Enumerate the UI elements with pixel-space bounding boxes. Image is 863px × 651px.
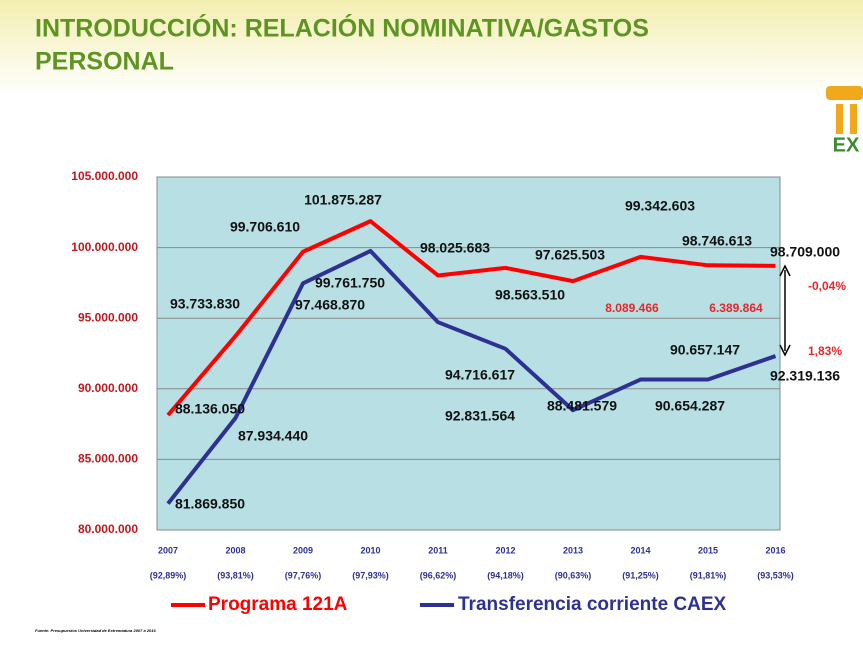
title-line: INTRODUCCIÓN: RELACIÓN NOMINATIVA/GASTOS [35, 13, 649, 43]
logo-shape [836, 104, 843, 134]
arrow-head [779, 344, 791, 357]
x-tick-sublabel: (94,18%) [487, 570, 524, 580]
x-tick-sublabel: (97,93%) [352, 570, 389, 580]
x-tick-label: 2013 [563, 545, 583, 555]
data-label: 92.319.136 [770, 368, 840, 384]
y-tick-label: 100.000.000 [71, 240, 138, 254]
x-tick-label: 2016 [765, 545, 785, 555]
data-label: 98.025.683 [420, 240, 490, 256]
x-tick-sublabel: (92,89%) [150, 570, 187, 580]
data-label: 97.625.503 [535, 247, 605, 263]
legend-label: Transferencia corriente CAEX [458, 594, 727, 615]
plot-area [156, 176, 781, 531]
legend-label: Programa 121A [208, 594, 348, 615]
data-label: 88.481.579 [547, 398, 617, 414]
series-line [166, 219, 776, 417]
data-label: 87.934.440 [238, 428, 308, 444]
annotation: -0,04% [808, 279, 846, 293]
series-line [166, 248, 777, 505]
x-tick-sublabel: (91,25%) [622, 570, 659, 580]
x-tick-sublabel: (97,76%) [285, 570, 322, 580]
data-label: 98.563.510 [495, 287, 565, 303]
annotation: 6.389.864 [709, 301, 763, 315]
y-tick-label: 90.000.000 [78, 381, 138, 395]
data-label: 92.831.564 [445, 408, 515, 424]
annotation: 8.089.466 [605, 301, 659, 315]
x-tick-sublabel: (93,81%) [217, 570, 254, 580]
data-label: 97.468.870 [295, 297, 365, 313]
x-tick-label: 2011 [428, 545, 448, 555]
data-label: 90.657.147 [670, 342, 740, 358]
x-tick-label: 2009 [293, 545, 313, 555]
data-label: 98.709.000 [770, 244, 840, 260]
data-label: 90.654.287 [655, 398, 725, 414]
y-tick-label: 95.000.000 [78, 310, 138, 324]
data-label: 93.733.830 [170, 296, 240, 312]
data-label: 94.716.617 [445, 367, 515, 383]
data-label: 101.875.287 [304, 192, 382, 208]
logo-shape [826, 86, 863, 100]
data-label: 81.869.850 [175, 496, 245, 512]
logo: EX [826, 86, 863, 156]
x-tick-label: 2008 [225, 545, 245, 555]
data-label: 99.706.610 [230, 219, 300, 235]
y-tick-label: 85.000.000 [78, 452, 138, 466]
x-tick-sublabel: (90,63%) [555, 570, 592, 580]
x-tick-label: 2010 [360, 545, 380, 555]
logo-text: EX [833, 134, 860, 156]
data-label: 98.746.613 [682, 233, 752, 249]
x-tick-sublabel: (91,81%) [690, 570, 727, 580]
logo-shape [850, 104, 857, 134]
annotation: 1,83% [808, 344, 842, 358]
x-tick-label: 2014 [630, 545, 650, 555]
x-tick-label: 2015 [698, 545, 718, 555]
data-label: 88.136.050 [175, 401, 245, 417]
data-label: 99.342.603 [625, 198, 695, 214]
x-tick-sublabel: (96,62%) [420, 570, 457, 580]
source-note: Fuente: Presupuestos Universidad de Extr… [35, 628, 156, 633]
y-tick-label: 105.000.000 [71, 169, 138, 183]
y-tick-label: 80.000.000 [78, 522, 138, 536]
title-line: PERSONAL [35, 48, 174, 76]
data-label: 99.761.750 [315, 275, 385, 291]
x-tick-label: 2012 [495, 545, 515, 555]
arrow-head [779, 264, 791, 277]
x-tick-sublabel: (93,53%) [757, 570, 794, 580]
header-band [0, 0, 863, 95]
x-tick-label: 2007 [158, 545, 178, 555]
